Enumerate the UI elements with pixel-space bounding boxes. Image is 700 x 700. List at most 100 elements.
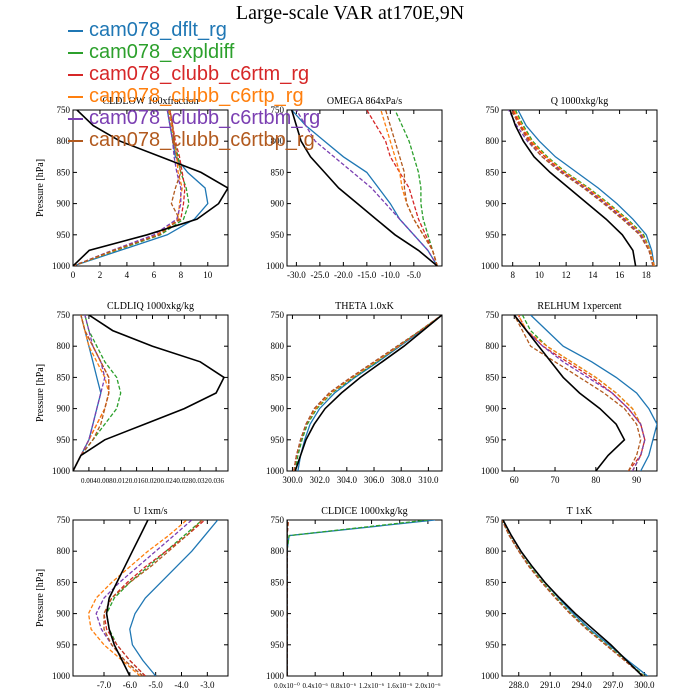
x-tick-label: -30.0	[287, 270, 306, 280]
y-tick-label: 850	[57, 167, 71, 177]
series-line	[380, 110, 438, 266]
y-tick-label: 850	[57, 577, 71, 587]
plot-title: U 1xm/s	[133, 506, 167, 517]
y-tick-label: 900	[486, 199, 500, 209]
y-tick-label: 1000	[481, 466, 500, 476]
legend-label: cam078_clubb_c6rtm_rg	[89, 63, 310, 85]
series-line	[73, 110, 182, 266]
y-tick-label: 1000	[266, 671, 285, 681]
y-tick-label: 1000	[481, 261, 500, 271]
series-line	[293, 315, 442, 471]
series-line	[87, 520, 188, 676]
x-tick-label: 80	[591, 475, 601, 485]
x-tick-label: -5.0	[407, 270, 422, 280]
obs-line	[502, 520, 643, 676]
x-tick-label: -10.0	[381, 270, 400, 280]
y-tick-label: 900	[486, 404, 500, 414]
legend-swatch	[68, 51, 83, 54]
legend-label: cam078_clubb_c6rtp_rg	[89, 85, 304, 107]
y-tick-label: 900	[57, 199, 71, 209]
y-tick-label: 900	[271, 199, 285, 209]
y-tick-label: 900	[57, 404, 71, 414]
x-tick-label: 6	[152, 270, 157, 280]
obs-line	[294, 315, 442, 471]
plot-frame	[286, 314, 443, 472]
legend-swatch	[68, 73, 83, 76]
y-tick-label: 950	[57, 230, 71, 240]
x-tick-label: -5.0	[149, 680, 164, 690]
series-line	[513, 315, 642, 471]
x-tick-label: 0.004	[81, 477, 97, 485]
x-tick-label: 2.0x10⁻⁶	[415, 682, 441, 690]
series-line	[502, 520, 644, 676]
x-tick-label: 304.0	[337, 475, 358, 485]
y-axis-label: Pressure [hPa]	[35, 569, 46, 627]
x-tick-label: -3.0	[200, 680, 215, 690]
y-tick-label: 950	[271, 640, 285, 650]
x-tick-label: 10	[203, 270, 213, 280]
y-tick-label: 950	[57, 640, 71, 650]
y-tick-label: 900	[271, 609, 285, 619]
x-tick-label: 0.020	[145, 477, 161, 485]
series-line	[366, 110, 438, 266]
x-tick-label: 2	[98, 270, 103, 280]
x-tick-label: -15.0	[357, 270, 376, 280]
y-tick-label: 1000	[52, 466, 71, 476]
y-tick-label: 850	[486, 167, 500, 177]
x-tick-label: -4.0	[174, 680, 189, 690]
x-tick-label: 70	[551, 475, 561, 485]
y-tick-label: 800	[486, 546, 500, 556]
x-tick-label: 14	[588, 270, 598, 280]
x-tick-label: 8	[510, 270, 515, 280]
series-line	[293, 315, 442, 471]
y-tick-label: 850	[271, 577, 285, 587]
y-tick-label: 850	[271, 167, 285, 177]
y-tick-label: 1000	[481, 671, 500, 681]
series-line	[73, 315, 122, 471]
y-tick-label: 800	[271, 136, 285, 146]
y-tick-label: 750	[486, 310, 500, 320]
series-line	[530, 315, 657, 471]
legend-item: cam078_dflt_rg	[68, 20, 227, 40]
y-tick-label: 800	[57, 341, 71, 351]
x-tick-label: 1.2x10⁻⁶	[359, 682, 385, 690]
series-line	[514, 110, 654, 266]
y-tick-label: 900	[486, 609, 500, 619]
legend-item: cam078_clubb_c6rtbp_rg	[68, 130, 315, 150]
x-tick-label: 288.0	[509, 680, 530, 690]
y-tick-label: 800	[271, 341, 285, 351]
series-line	[502, 520, 649, 676]
series-line	[517, 315, 646, 471]
obs-line	[105, 520, 149, 676]
obs-line	[73, 110, 228, 266]
y-tick-label: 750	[57, 310, 71, 320]
series-line	[513, 110, 655, 266]
legend-item: cam078_expldiff	[68, 42, 234, 62]
obs-line	[290, 110, 438, 266]
plot-title: RELHUM 1xpercent	[537, 301, 621, 312]
series-line	[513, 315, 646, 471]
x-tick-label: 4	[125, 270, 130, 280]
series-line	[293, 315, 442, 471]
x-tick-label: 310.0	[418, 475, 439, 485]
series-line	[512, 110, 654, 266]
y-tick-label: 750	[271, 515, 285, 525]
x-tick-label: -7.0	[97, 680, 112, 690]
y-tick-label: 900	[271, 404, 285, 414]
x-tick-label: 90	[632, 475, 642, 485]
y-tick-label: 950	[271, 435, 285, 445]
y-axis-label: Pressure [hPa]	[35, 364, 46, 422]
legend-swatch	[68, 95, 83, 98]
x-tick-label: 300.0	[282, 475, 303, 485]
y-tick-label: 750	[486, 105, 500, 115]
y-tick-label: 800	[486, 136, 500, 146]
x-tick-label: -25.0	[311, 270, 330, 280]
y-tick-label: 800	[486, 341, 500, 351]
obs-line	[73, 315, 226, 471]
y-tick-label: 950	[486, 230, 500, 240]
x-tick-label: 308.0	[391, 475, 412, 485]
plot-title: Q 1000xkg/kg	[551, 96, 609, 107]
legend-swatch	[68, 117, 83, 120]
plot-title: CLDLOW 100xfraction	[102, 96, 198, 107]
x-tick-label: -6.0	[123, 680, 138, 690]
